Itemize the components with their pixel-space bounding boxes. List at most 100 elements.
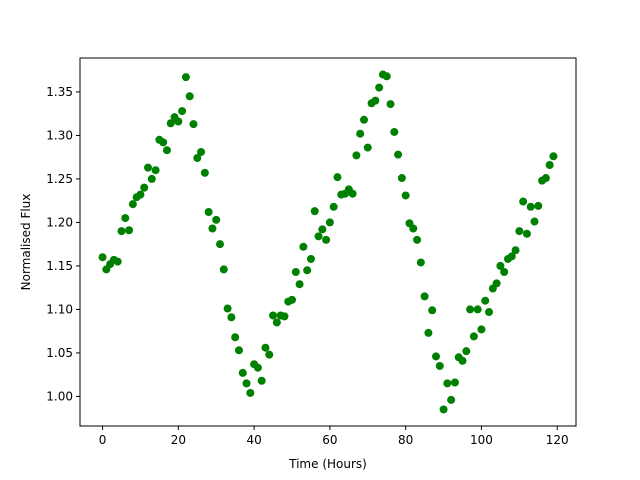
- x-tick-label: 60: [322, 433, 337, 447]
- x-tick-label: 120: [546, 433, 569, 447]
- point: [390, 127, 399, 136]
- point: [496, 261, 505, 270]
- y-tick-label: 1.25: [46, 172, 73, 186]
- y-tick-label: 1.10: [46, 302, 73, 316]
- point: [257, 376, 266, 385]
- point: [181, 73, 190, 82]
- y-tick-label: 1.30: [46, 128, 73, 142]
- y-tick-label: 1.35: [46, 85, 73, 99]
- point: [136, 190, 145, 199]
- point: [439, 405, 448, 414]
- x-tick-label: 80: [398, 433, 413, 447]
- point: [409, 224, 418, 233]
- point: [363, 143, 372, 152]
- point: [178, 107, 187, 116]
- point: [431, 352, 440, 361]
- point: [416, 258, 425, 267]
- point: [519, 197, 528, 206]
- x-tick-label: 0: [99, 433, 107, 447]
- point: [530, 217, 539, 226]
- point: [223, 304, 232, 313]
- point: [485, 308, 494, 317]
- point: [413, 235, 422, 244]
- point: [303, 266, 312, 275]
- point: [189, 120, 198, 129]
- point: [466, 305, 475, 314]
- point: [246, 388, 255, 397]
- point: [185, 92, 194, 101]
- point: [98, 253, 107, 262]
- point: [515, 227, 524, 236]
- point: [492, 279, 501, 288]
- point: [545, 161, 554, 170]
- point: [261, 343, 270, 352]
- point: [477, 325, 486, 334]
- x-tick-label: 20: [171, 433, 186, 447]
- point: [234, 346, 243, 355]
- point: [473, 305, 482, 314]
- point: [458, 356, 467, 365]
- point: [212, 215, 221, 224]
- point: [272, 318, 281, 327]
- point: [151, 166, 160, 175]
- y-axis-label: Normalised Flux: [19, 194, 33, 291]
- point: [238, 368, 247, 377]
- point: [204, 207, 213, 216]
- point: [462, 347, 471, 356]
- point: [394, 150, 403, 159]
- x-tick-label: 100: [470, 433, 493, 447]
- point: [325, 218, 334, 227]
- point: [435, 361, 444, 370]
- point: [197, 147, 206, 156]
- x-axis-label: Time (Hours): [288, 457, 367, 471]
- point: [507, 252, 516, 261]
- point: [359, 115, 368, 124]
- y-tick-label: 1.00: [46, 389, 73, 403]
- point: [125, 226, 134, 235]
- point: [140, 183, 149, 192]
- y-tick-label: 1.15: [46, 259, 73, 273]
- point: [113, 257, 122, 266]
- x-tick-label: 40: [246, 433, 261, 447]
- point: [208, 224, 217, 233]
- point: [269, 311, 278, 320]
- point: [314, 232, 323, 241]
- axes-frame: [79, 57, 577, 427]
- point: [166, 119, 175, 128]
- point: [193, 154, 202, 163]
- point: [265, 350, 274, 359]
- point: [295, 280, 304, 289]
- point: [386, 100, 395, 109]
- point: [318, 225, 327, 234]
- point: [242, 379, 251, 388]
- point: [329, 202, 338, 211]
- point: [500, 268, 509, 277]
- y-tick-label: 1.05: [46, 346, 73, 360]
- point: [253, 363, 262, 372]
- point: [424, 328, 433, 337]
- point: [443, 379, 452, 388]
- point: [397, 174, 406, 183]
- point: [534, 201, 543, 210]
- point: [375, 83, 384, 92]
- point: [428, 306, 437, 315]
- point: [420, 292, 429, 301]
- point: [159, 138, 168, 147]
- point: [128, 200, 137, 209]
- point: [174, 117, 183, 126]
- point: [162, 146, 171, 155]
- point: [352, 151, 361, 160]
- point: [382, 72, 391, 81]
- point: [371, 96, 380, 105]
- point: [511, 246, 520, 255]
- point: [401, 191, 410, 200]
- point: [147, 174, 156, 183]
- point: [310, 207, 319, 216]
- point: [333, 173, 342, 182]
- point: [200, 168, 209, 177]
- point: [216, 240, 225, 249]
- point: [231, 333, 240, 342]
- point: [117, 227, 126, 236]
